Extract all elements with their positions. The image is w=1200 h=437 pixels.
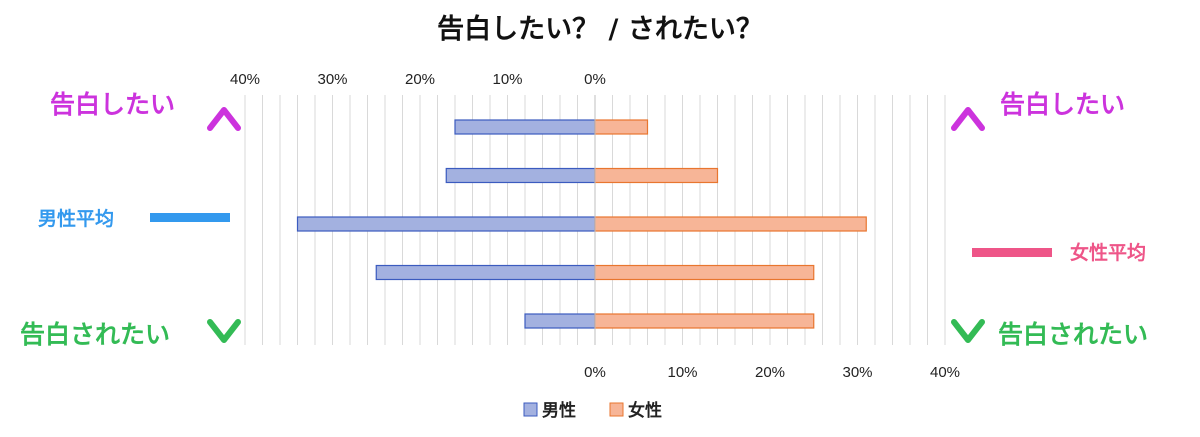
left-top-label: 告白したい <box>50 90 175 119</box>
female-average-marker <box>972 248 1052 257</box>
chart-title: 告白したい？ / されたい？ <box>437 13 763 45</box>
bar-male <box>454 119 596 135</box>
bar-female <box>594 264 815 281</box>
bottom-tick-label: 20% <box>755 364 785 381</box>
bar-male <box>445 167 596 184</box>
left-arrow-icon <box>207 107 241 343</box>
bar-female <box>594 313 815 329</box>
right-arrow-icon <box>951 107 985 343</box>
legend-swatch-male <box>523 402 538 417</box>
tick-labels: 40% 30% 20% 10% 0% 0% 10% 20% 30% 40% <box>230 71 960 381</box>
right-bottom-label: 告白されたい <box>998 320 1148 349</box>
bar-male <box>524 313 596 329</box>
top-tick-label: 0% <box>584 71 606 88</box>
legend-label-female: 女性 <box>628 400 662 421</box>
legend-label-male: 男性 <box>542 400 576 421</box>
bottom-tick-label: 10% <box>667 364 697 381</box>
female-average-label: 女性平均 <box>1070 241 1146 264</box>
bottom-tick-label: 40% <box>930 364 960 381</box>
top-tick-label: 10% <box>492 71 522 88</box>
top-tick-label: 30% <box>317 71 347 88</box>
legend-swatch-female <box>609 402 624 417</box>
bar-female <box>594 167 719 184</box>
bar-female <box>594 216 867 232</box>
legend: 男性 女性 <box>523 400 662 421</box>
bar-male <box>375 264 596 281</box>
right-top-label: 告白したい <box>1000 90 1125 119</box>
bottom-tick-label: 0% <box>584 364 606 381</box>
bars-group <box>296 95 867 345</box>
top-tick-label: 20% <box>405 71 435 88</box>
male-average-marker <box>150 213 230 222</box>
top-tick-label: 40% <box>230 71 260 88</box>
male-average-label: 男性平均 <box>38 207 114 230</box>
bottom-tick-label: 30% <box>842 364 872 381</box>
bar-female <box>594 119 649 135</box>
left-bottom-label: 告白されたい <box>20 320 170 349</box>
bar-male <box>296 216 596 232</box>
